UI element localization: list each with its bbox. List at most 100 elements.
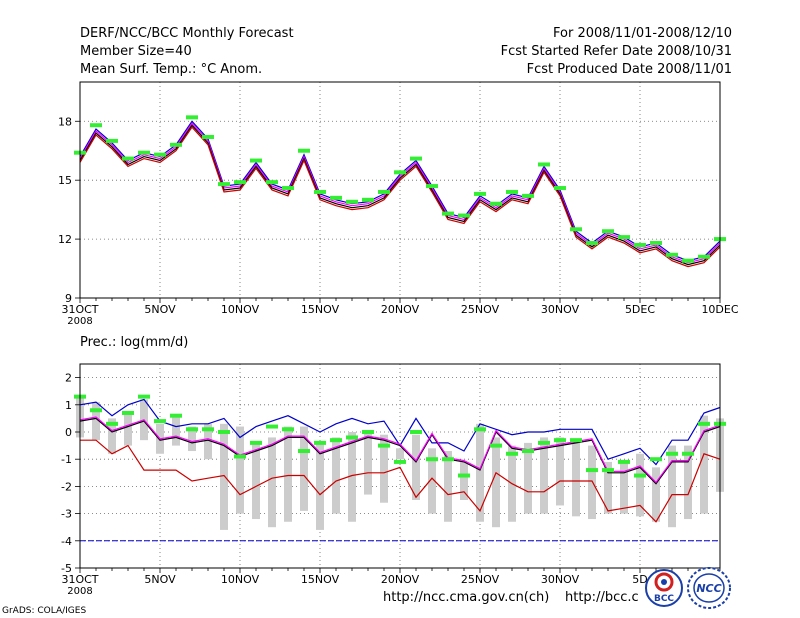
bcc-logo-text: BCC xyxy=(654,594,674,604)
green-marker xyxy=(138,394,150,399)
green-marker xyxy=(474,191,486,196)
x-tick-label: 10DEC xyxy=(701,303,738,316)
y-tick-label: 0 xyxy=(65,426,72,439)
range-box xyxy=(124,412,132,446)
x-tick-label: 20NOV xyxy=(381,573,420,586)
footer-url-bcc[interactable]: http://bcc.c xyxy=(565,590,639,605)
range-box xyxy=(428,448,436,514)
green-marker xyxy=(378,443,390,448)
green-marker xyxy=(474,427,486,432)
range-box xyxy=(236,426,244,514)
range-box xyxy=(300,426,308,511)
range-box xyxy=(252,442,260,520)
range-box xyxy=(700,415,708,514)
green-marker xyxy=(186,427,198,432)
series-line-mean xyxy=(79,417,721,485)
green-marker xyxy=(282,427,294,432)
green-marker xyxy=(154,419,166,424)
x-tick-label: 5DEC xyxy=(625,303,655,316)
green-marker xyxy=(170,142,182,147)
range-box xyxy=(460,461,468,500)
range-box xyxy=(92,402,100,441)
green-marker xyxy=(650,241,662,246)
green-marker xyxy=(122,156,134,161)
green-marker xyxy=(570,438,582,443)
green-marker xyxy=(346,435,358,440)
green-marker xyxy=(250,158,262,163)
green-marker xyxy=(266,424,278,429)
green-marker xyxy=(538,440,550,445)
y-tick-label: -4 xyxy=(61,535,72,548)
green-marker xyxy=(346,199,358,204)
green-marker xyxy=(666,252,678,257)
green-marker xyxy=(314,189,326,194)
range-box xyxy=(268,437,276,528)
green-marker xyxy=(362,197,374,202)
green-marker xyxy=(298,148,310,153)
green-marker xyxy=(202,427,214,432)
y-tick-label: -2 xyxy=(61,480,72,493)
green-marker xyxy=(314,440,326,445)
green-marker xyxy=(362,430,374,434)
x-tick-label: 10NOV xyxy=(221,573,260,586)
green-marker xyxy=(106,138,118,143)
green-marker xyxy=(442,457,454,462)
green-marker xyxy=(618,235,630,240)
green-marker xyxy=(458,473,470,478)
range-box xyxy=(620,461,628,514)
green-marker xyxy=(522,193,534,198)
x-tick-label: 20NOV xyxy=(381,303,420,316)
green-marker xyxy=(234,454,246,459)
green-marker xyxy=(666,451,678,456)
ncc-logo: NCC xyxy=(687,567,731,609)
produced-date-label: Fcst Produced Date 2008/11/01 xyxy=(526,62,732,77)
footer-url-ch[interactable]: http://ncc.cma.gov.cn(ch) xyxy=(383,590,550,605)
y-tick-label: 18 xyxy=(58,115,72,128)
green-marker xyxy=(698,421,710,426)
x-tick-label: 25NOV xyxy=(461,303,500,316)
range-box xyxy=(188,426,196,452)
green-marker xyxy=(602,229,614,234)
x-tick-label: 31OCT xyxy=(61,303,98,316)
x-tick-label: 30NOV xyxy=(541,573,580,586)
x-tick-label: 5D xyxy=(632,573,647,586)
x-tick-label: 10NOV xyxy=(221,303,260,316)
green-marker xyxy=(394,170,406,175)
y-tick-label: 12 xyxy=(58,233,72,246)
y-tick-label: -3 xyxy=(61,508,72,521)
green-marker xyxy=(586,241,598,246)
range-box xyxy=(332,437,340,514)
start-ref-date-label: Fcst Started Refer Date 2008/10/31 xyxy=(500,44,732,59)
series-line-member xyxy=(79,122,721,264)
variable-label: Mean Surf. Temp.: °C Anom. xyxy=(80,62,263,77)
figure-title: DERF/NCC/BCC Monthly Forecast xyxy=(80,26,294,41)
green-marker xyxy=(602,468,614,473)
green-marker xyxy=(506,451,518,456)
range-box xyxy=(604,461,612,514)
green-marker xyxy=(426,457,438,462)
series-line-mean xyxy=(79,124,721,266)
green-marker xyxy=(682,451,694,456)
x-tick-label: 5NOV xyxy=(144,303,176,316)
green-marker xyxy=(554,438,566,443)
x-tick-label: 30NOV xyxy=(541,303,580,316)
green-marker xyxy=(682,258,694,263)
y-tick-label: 1 xyxy=(65,399,72,412)
green-marker xyxy=(154,152,166,157)
x-tick-label: 5NOV xyxy=(144,573,176,586)
range-box xyxy=(220,423,228,530)
green-marker xyxy=(522,449,534,454)
range-box xyxy=(556,437,564,506)
green-marker xyxy=(106,421,118,426)
green-marker xyxy=(186,115,198,120)
range-box xyxy=(588,445,596,520)
green-marker xyxy=(634,473,646,478)
member-size-label: Member Size=40 xyxy=(80,44,192,59)
range-box xyxy=(572,440,580,517)
green-marker xyxy=(138,150,150,155)
green-marker xyxy=(426,184,438,189)
range-box xyxy=(636,453,644,517)
series-line-lower xyxy=(79,126,721,268)
green-marker xyxy=(490,201,502,206)
